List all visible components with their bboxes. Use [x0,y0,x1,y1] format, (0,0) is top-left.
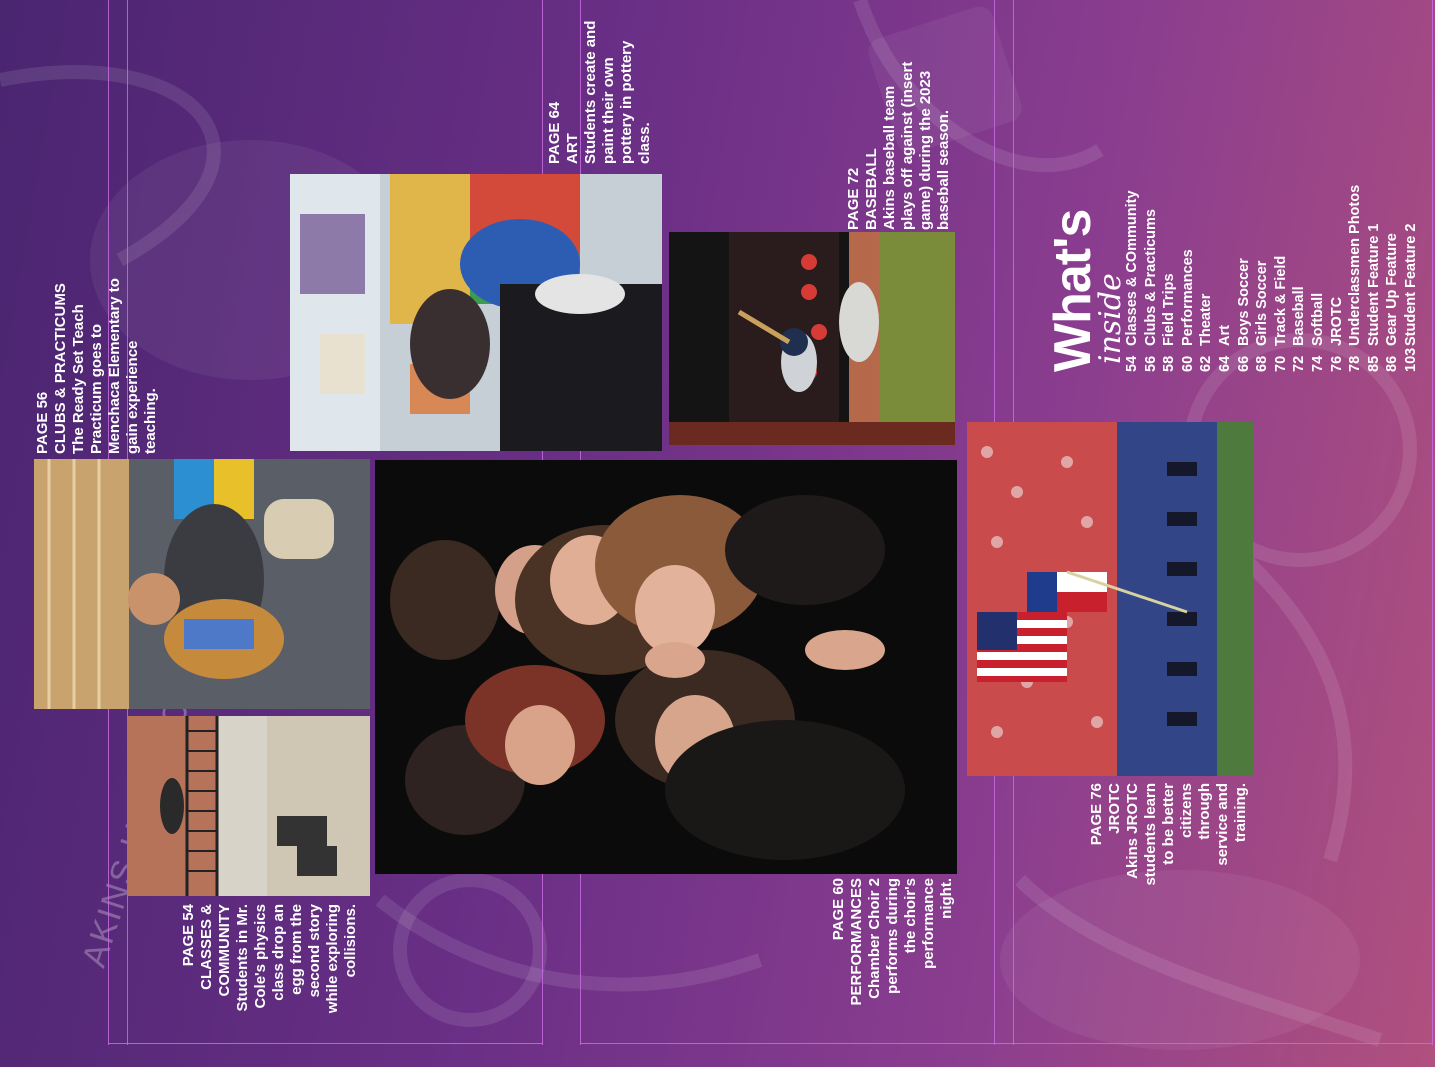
list-item: 78Underclassmen Photos [1347,184,1364,372]
photo-pottery-art [290,174,662,451]
list-item: 62Theater [1198,293,1215,372]
page-title: What's inside [1044,209,1128,372]
list-item: 103Student Feature 2 [1402,223,1419,372]
caption-jrotc: PAGE 76 JROTC Akins JROTC students learn to… [1088,783,1249,886]
guide-line [580,1043,1432,1044]
list-item: 86Gear Up Feature [1384,233,1401,372]
caption-classes-community: PAGE 54 CLASSES & COMMUNITY Students in Mr… [180,904,359,1014]
title-main: What's [1044,209,1102,372]
caption-performances: PAGE 60 PERFORMANCES Chamber Choir 2 perfo… [830,878,955,1006]
photo-chamber-choir [375,460,957,874]
list-item: 85Student Feature 1 [1365,223,1382,372]
list-item: 58Field Trips [1161,273,1178,372]
list-item: 54Classes & COmmunity [1124,190,1140,372]
list-item: 60Performances [1179,249,1196,372]
caption-art: PAGE 64 ART Students create and paint thei… [546,20,653,164]
photo-dog-practicum [34,459,370,709]
list-item: 72Baseball [1291,286,1308,372]
list-item: 76JROTC [1328,296,1345,372]
list-item: 64Art [1216,325,1233,372]
list-item: 66Boys Soccer [1235,258,1252,372]
table-of-contents: 54Classes & COmmunity 56Clubs & Practicu… [1123,185,1421,372]
photo-baseball-batter [669,232,955,445]
caption-clubs-practicums: PAGE 56 CLUBS & PRACTICUMS The Ready Set T… [34,278,159,454]
list-item: 56Clubs & Practicums [1142,209,1159,372]
guide-line [1432,0,1433,1045]
list-item: 74Softball [1309,292,1326,372]
list-item: 70Track & Field [1272,255,1289,372]
caption-baseball: PAGE 72 BASEBALL Akins baseball team plays… [845,61,952,230]
list-item: 68Girls Soccer [1254,260,1271,372]
guide-line [108,1043,543,1044]
photo-jrotc-color-guard [967,422,1253,776]
photo-physics-egg-drop [127,716,370,896]
